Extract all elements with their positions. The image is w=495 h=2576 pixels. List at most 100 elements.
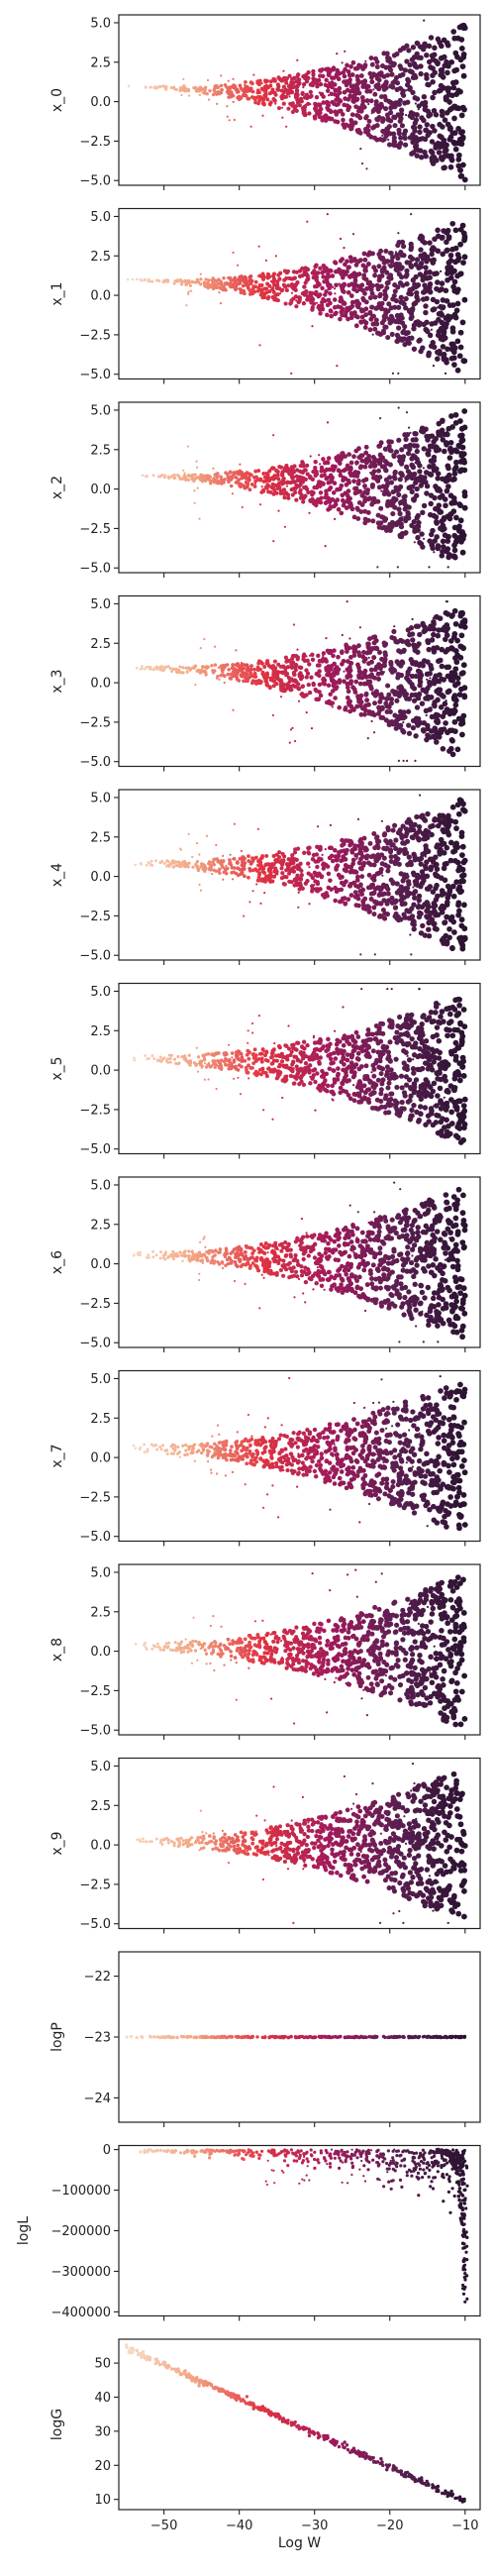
- data-point: [361, 251, 367, 257]
- data-point: [266, 489, 271, 494]
- data-point: [406, 759, 409, 763]
- y-tick-label: 0.0: [90, 483, 111, 497]
- data-point: [430, 296, 437, 303]
- data-point: [314, 289, 319, 295]
- data-point: [341, 841, 346, 847]
- data-point: [255, 288, 260, 293]
- data-point: [279, 696, 283, 698]
- data-point: [448, 645, 454, 651]
- data-point: [348, 259, 354, 265]
- data-point: [459, 136, 465, 143]
- data-point: [405, 99, 411, 105]
- data-point: [303, 693, 306, 697]
- data-point: [455, 126, 461, 132]
- data-point: [454, 802, 461, 808]
- data-point: [271, 669, 276, 674]
- data-point: [446, 136, 453, 143]
- data-point: [425, 132, 431, 139]
- data-point: [417, 539, 423, 546]
- data-point: [444, 913, 449, 920]
- data-point: [388, 250, 394, 257]
- data-point: [456, 353, 463, 360]
- data-point: [245, 276, 248, 279]
- data-point: [387, 462, 393, 468]
- data-point: [333, 311, 338, 317]
- data-point: [282, 75, 287, 80]
- data-point: [417, 46, 420, 49]
- data-point: [199, 277, 203, 281]
- data-point: [145, 666, 148, 669]
- data-point: [346, 68, 351, 74]
- data-point: [457, 329, 464, 336]
- data-point: [440, 548, 446, 555]
- data-point: [360, 886, 363, 889]
- data-point: [303, 112, 308, 118]
- data-point: [268, 865, 273, 870]
- data-point: [341, 61, 344, 64]
- data-point: [195, 842, 199, 845]
- data-point: [148, 667, 151, 671]
- data-point: [248, 667, 253, 672]
- data-point: [334, 287, 337, 290]
- data-point: [294, 269, 299, 274]
- data-point: [303, 477, 308, 483]
- data-point: [347, 255, 353, 261]
- data-point: [195, 669, 200, 673]
- data-point: [294, 739, 297, 743]
- data-point: [442, 117, 448, 124]
- data-point: [450, 634, 457, 640]
- data-point: [427, 274, 433, 280]
- data-point: [427, 682, 433, 689]
- data-point: [459, 104, 466, 111]
- data-point: [398, 312, 404, 318]
- data-point: [324, 659, 329, 664]
- data-point: [344, 868, 349, 874]
- data-point: [410, 684, 416, 690]
- data-point: [369, 304, 375, 310]
- data-point: [285, 492, 291, 497]
- data-point: [338, 295, 344, 300]
- data-point: [242, 679, 246, 684]
- data-point: [263, 87, 268, 92]
- data-point: [369, 290, 375, 296]
- data-point: [220, 863, 224, 867]
- data-point: [397, 1014, 403, 1020]
- data-point: [368, 686, 374, 692]
- data-point: [349, 299, 355, 305]
- data-point: [257, 245, 260, 248]
- data-point: [420, 687, 426, 693]
- data-point: [174, 860, 178, 864]
- data-point: [231, 492, 234, 495]
- data-point: [231, 663, 235, 667]
- data-point: [375, 512, 381, 518]
- data-point: [381, 898, 387, 904]
- data-point: [301, 82, 307, 87]
- data-point: [342, 89, 347, 95]
- data-point: [240, 661, 243, 665]
- data-point: [313, 105, 319, 110]
- data-point: [354, 463, 357, 466]
- data-point: [417, 285, 420, 288]
- data-point: [364, 853, 370, 859]
- data-point: [326, 84, 331, 89]
- data-point: [353, 679, 359, 685]
- data-point: [425, 452, 432, 458]
- data-point: [399, 897, 405, 903]
- data-point: [346, 289, 351, 295]
- data-point: [453, 825, 459, 831]
- data-point: [416, 477, 422, 483]
- data-point: [391, 372, 394, 375]
- data-point: [386, 719, 392, 725]
- data-point: [396, 506, 402, 512]
- data-point: [459, 843, 466, 850]
- data-point: [231, 670, 236, 674]
- data-point: [388, 700, 394, 706]
- data-point: [216, 282, 221, 286]
- data-point: [331, 653, 336, 659]
- data-point: [282, 277, 287, 282]
- data-point: [337, 704, 343, 710]
- data-point: [186, 291, 190, 294]
- data-point: [387, 264, 390, 267]
- data-point: [178, 665, 182, 669]
- data-point: [438, 303, 444, 310]
